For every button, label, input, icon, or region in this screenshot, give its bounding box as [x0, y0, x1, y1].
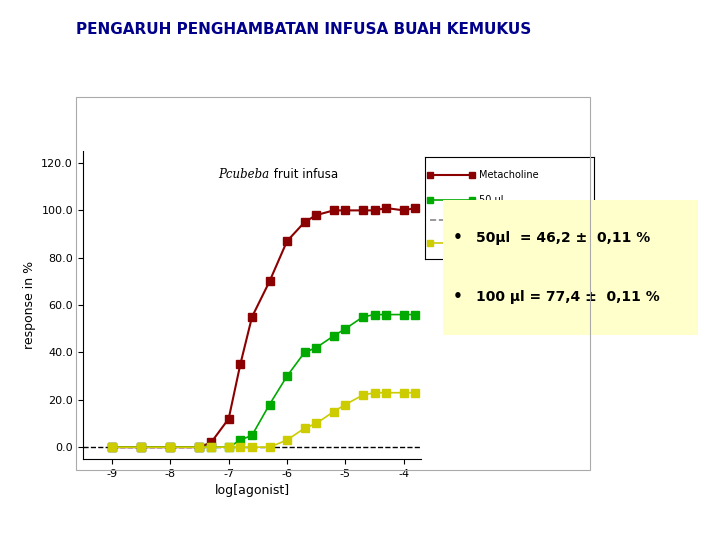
X-axis label: log[agonist]: log[agonist]: [215, 484, 289, 497]
Text: •: •: [453, 230, 463, 245]
Text: •: •: [453, 289, 463, 305]
Text: 50µl  = 46,2 ±  0,11 %: 50µl = 46,2 ± 0,11 %: [476, 231, 650, 245]
Y-axis label: response in %: response in %: [23, 261, 36, 349]
Text: 50 ul: 50 ul: [479, 195, 503, 205]
Text: fruit infusa: fruit infusa: [269, 168, 338, 181]
Text: PENGARUH PENGHAMBATAN INFUSA BUAH KEMUKUS: PENGARUH PENGHAMBATAN INFUSA BUAH KEMUKU…: [76, 22, 531, 37]
Text: Pcubeba: Pcubeba: [218, 168, 269, 181]
Text: 100 µl = 77,4 ±  0,11 %: 100 µl = 77,4 ± 0,11 %: [476, 290, 660, 304]
Text: Metacholine: Metacholine: [479, 170, 539, 180]
Text: 100 ul: 100 ul: [479, 238, 510, 248]
